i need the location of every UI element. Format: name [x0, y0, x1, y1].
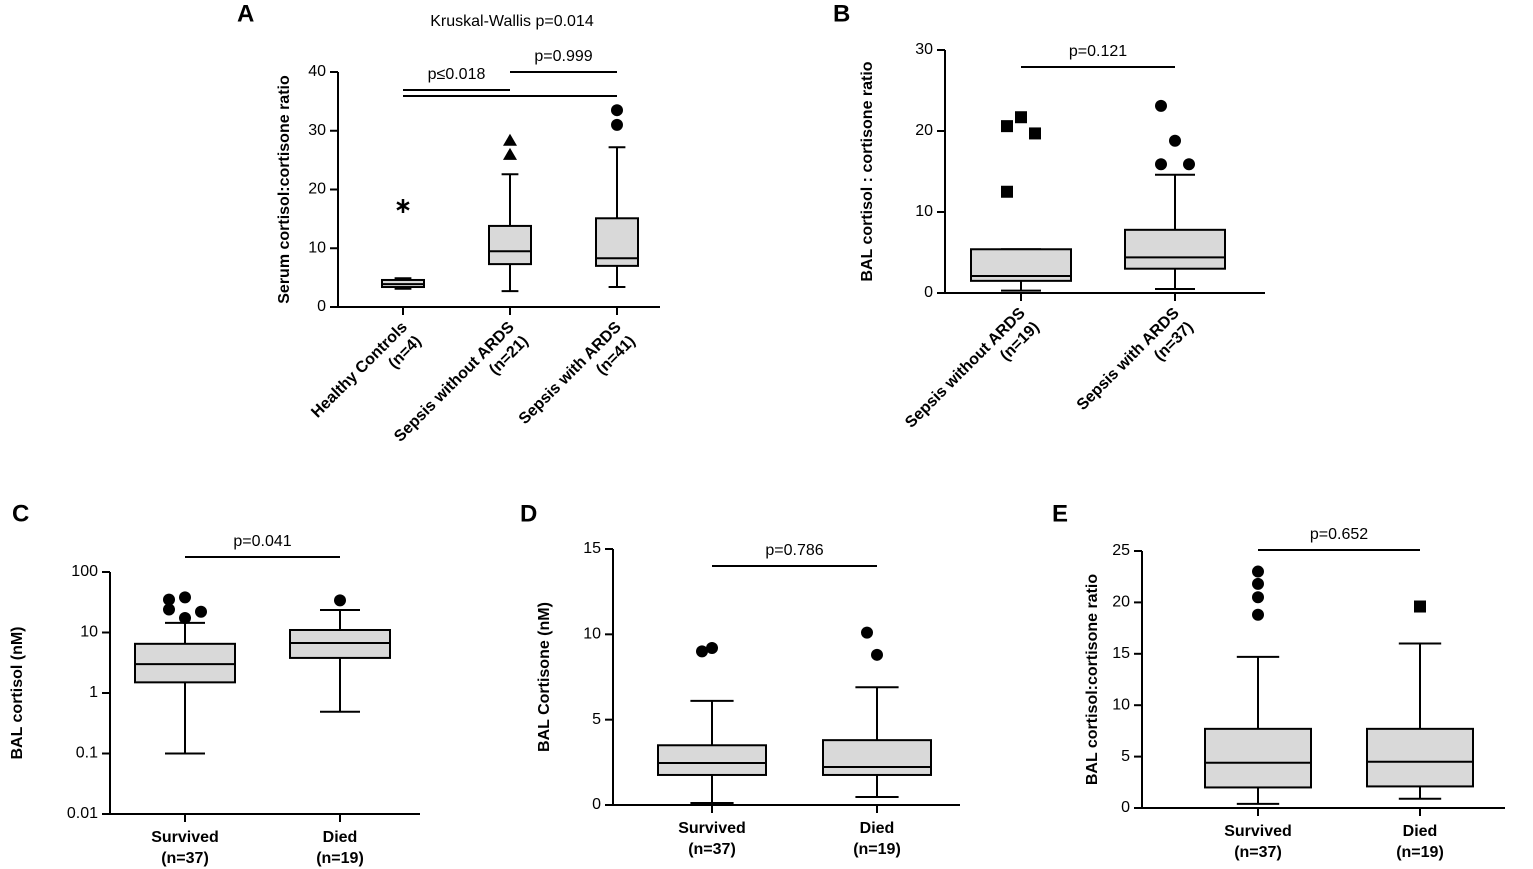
- y-axis-label: BAL Cortisone (nM): [536, 602, 553, 752]
- y-tick-label: 10: [308, 239, 326, 256]
- p-value: p=0.121: [1069, 43, 1127, 60]
- outlier: [861, 626, 873, 639]
- box: [1124, 228, 1226, 270]
- outlier: [1001, 185, 1013, 198]
- x-tick-label: Sepsis without ARDS: [902, 305, 1029, 432]
- y-tick-label: 30: [308, 122, 326, 139]
- outlier: [1029, 127, 1041, 140]
- outlier: [334, 594, 346, 607]
- outlier: [871, 648, 883, 661]
- panel-label: C: [12, 500, 29, 527]
- y-tick-label: 30: [915, 41, 933, 58]
- x-tick-label: Died: [860, 820, 895, 837]
- outlier: [195, 605, 207, 618]
- y-tick-label: 0.1: [76, 745, 98, 762]
- y-tick-label: 0.01: [67, 805, 98, 822]
- outlier: [503, 147, 517, 160]
- outlier: [1169, 134, 1181, 147]
- outlier: [1252, 565, 1264, 578]
- y-tick-label: 15: [1112, 645, 1130, 662]
- panel-label: A: [237, 0, 254, 27]
- y-tick-label: 25: [1112, 542, 1130, 559]
- x-tick-note: (n=37): [1234, 844, 1282, 861]
- box: [822, 739, 932, 776]
- outlier: [1155, 158, 1167, 171]
- x-tick-note: (n=19): [1396, 844, 1444, 861]
- y-tick-label: 0: [1121, 799, 1130, 816]
- outlier: [396, 198, 410, 213]
- outlier: [1001, 120, 1013, 133]
- x-tick-note: (n=37): [688, 841, 736, 858]
- y-tick-label: 0: [317, 298, 326, 315]
- p-value: p≤0.018: [428, 66, 486, 83]
- x-tick-label: Died: [1403, 823, 1438, 840]
- panel-label: E: [1052, 500, 1068, 527]
- outlier: [503, 133, 517, 146]
- outlier: [163, 593, 175, 606]
- outlier: [179, 611, 191, 624]
- x-tick-note: (n=19): [316, 850, 364, 867]
- y-tick-label: 40: [308, 63, 326, 80]
- x-tick-note: (n=19): [853, 841, 901, 858]
- y-tick-label: 100: [71, 563, 98, 580]
- outlier: [706, 641, 718, 654]
- chart-title: Kruskal-Wallis p=0.014: [430, 13, 594, 30]
- y-tick-label: 15: [583, 540, 601, 557]
- y-axis-label: BAL cortisol : cortisone ratio: [859, 61, 876, 281]
- panel-label: D: [520, 500, 537, 527]
- outlier: [696, 645, 708, 658]
- outlier: [611, 118, 623, 131]
- box: [1366, 727, 1474, 788]
- outlier: [179, 591, 191, 604]
- p-value: p=0.652: [1310, 526, 1368, 543]
- y-tick-label: 5: [592, 711, 601, 728]
- x-tick-note: (n=37): [161, 850, 209, 867]
- outlier: [1252, 608, 1264, 621]
- y-tick-label: 10: [80, 624, 98, 641]
- y-tick-label: 10: [1112, 696, 1130, 713]
- y-axis-label: Serum cortisol:cortisone ratio: [276, 75, 293, 304]
- box: [1204, 727, 1312, 789]
- box: [657, 744, 767, 776]
- y-tick-label: 0: [592, 796, 601, 813]
- outlier: [1414, 600, 1426, 613]
- p-value: p=0.999: [534, 48, 592, 65]
- y-tick-label: 20: [1112, 594, 1130, 611]
- y-tick-label: 10: [583, 626, 601, 643]
- outlier: [611, 104, 623, 117]
- outlier: [1015, 111, 1027, 124]
- outlier: [1252, 577, 1264, 590]
- panel-label: B: [833, 0, 850, 27]
- x-tick-label: Survived: [151, 829, 219, 846]
- outlier: [1155, 99, 1167, 112]
- outlier: [1183, 158, 1195, 171]
- y-tick-label: 1: [89, 684, 98, 701]
- x-tick-label: Survived: [1224, 823, 1292, 840]
- y-tick-label: 10: [915, 203, 933, 220]
- y-tick-label: 20: [308, 181, 326, 198]
- x-tick-label: Survived: [678, 820, 746, 837]
- y-tick-label: 0: [924, 284, 933, 301]
- box: [134, 642, 236, 684]
- box: [488, 224, 532, 266]
- outlier: [1252, 591, 1264, 604]
- outlier: [163, 603, 175, 616]
- y-axis-label: BAL cortisol:cortisone ratio: [1084, 574, 1101, 786]
- x-tick-label: Died: [323, 829, 358, 846]
- p-value: p=0.786: [765, 542, 823, 559]
- y-tick-label: 5: [1121, 748, 1130, 765]
- y-tick-label: 20: [915, 122, 933, 139]
- p-value: p=0.041: [233, 533, 291, 550]
- y-axis-label: BAL cortisol (nM): [9, 626, 26, 759]
